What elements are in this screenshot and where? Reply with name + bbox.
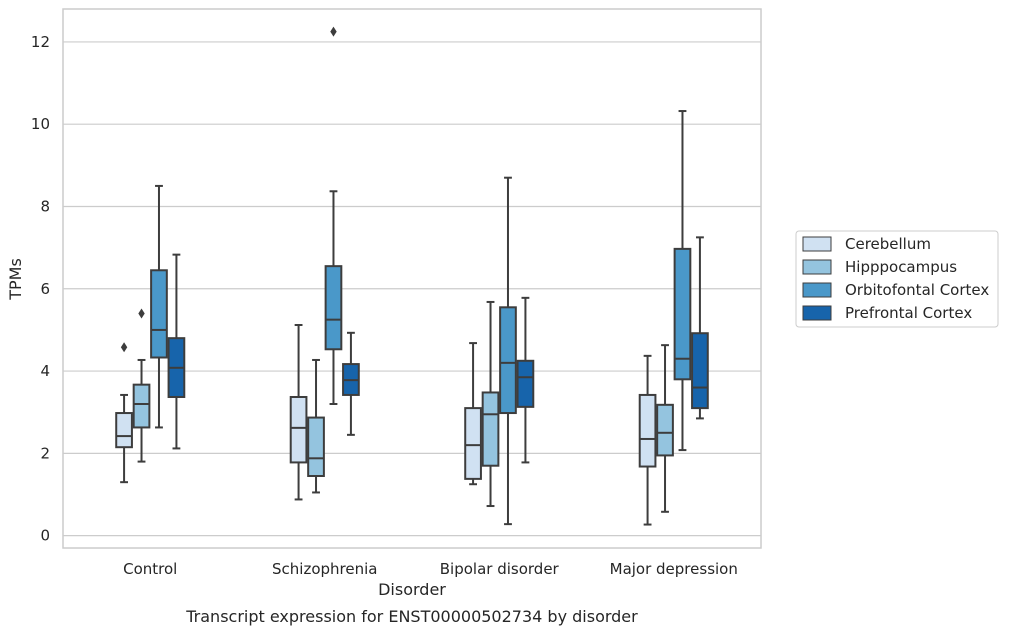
box-body: [656, 403, 674, 457]
outlier-point: [138, 308, 145, 319]
box: [516, 296, 535, 464]
legend-swatch: [802, 305, 832, 321]
box-body: [481, 391, 500, 467]
boxes: [115, 26, 709, 526]
box: [150, 184, 168, 429]
y-axis-label: TPMs: [6, 258, 25, 301]
box-body: [691, 332, 709, 410]
box: [499, 176, 517, 526]
box-body: [516, 359, 535, 408]
legend-frame: [795, 230, 999, 328]
y-tick-label: 12: [31, 33, 50, 51]
y-tick-label: 2: [40, 444, 50, 462]
box: [673, 110, 692, 452]
y-tick-label: 6: [40, 280, 50, 298]
box: [167, 253, 186, 450]
x-tick-label: Control: [123, 560, 177, 578]
box: [307, 358, 325, 494]
legend: Cerebellum Hipppocampus Orbitofontal Corte…: [795, 230, 999, 328]
box-body: [307, 416, 325, 477]
y-tick-label: 4: [40, 362, 50, 380]
box: [132, 308, 151, 463]
box: [638, 354, 657, 526]
box-body: [150, 269, 168, 359]
box-body: [115, 412, 133, 449]
x-axis-label: Disorder: [378, 580, 446, 599]
legend-swatch: [802, 236, 832, 252]
box-body: [324, 265, 343, 351]
box: [481, 300, 500, 508]
x-tick-label: Bipolar disorder: [440, 560, 560, 578]
legend-swatch: [802, 282, 832, 298]
box: [656, 344, 674, 513]
box-body: [673, 247, 692, 381]
legend-label: Prefrontal Cortex: [845, 304, 972, 322]
box-body: [499, 306, 517, 415]
legend-label: Hipppocampus: [845, 258, 957, 276]
outlier-point: [120, 342, 128, 353]
box: [324, 26, 343, 405]
box: [464, 342, 482, 486]
legend-label: Orbitofontal Cortex: [845, 281, 989, 299]
x-axis-ticks: Control Schizophrenia Bipolar disorder Majo…: [123, 560, 738, 578]
box: [289, 323, 308, 501]
box-body: [464, 407, 482, 480]
chart-title: Transcript expression for ENST0000050273…: [185, 607, 638, 626]
y-tick-label: 10: [31, 115, 50, 133]
outlier-point: [330, 26, 337, 37]
plot-frame: [62, 8, 762, 549]
y-axis-ticks: 0 2 4 6 8 10 12: [31, 33, 50, 545]
y-tick-label: 0: [40, 527, 50, 545]
legend-label: Cerebellum: [845, 235, 931, 253]
box: [342, 331, 360, 436]
box: [115, 342, 133, 484]
box-body: [638, 393, 657, 468]
x-tick-label: Major depression: [610, 560, 738, 578]
box-body: [132, 383, 151, 429]
x-tick-label: Schizophrenia: [272, 560, 377, 578]
legend-swatch: [802, 259, 832, 275]
y-tick-label: 8: [40, 197, 50, 215]
box-body: [289, 395, 308, 464]
box: [691, 236, 709, 420]
